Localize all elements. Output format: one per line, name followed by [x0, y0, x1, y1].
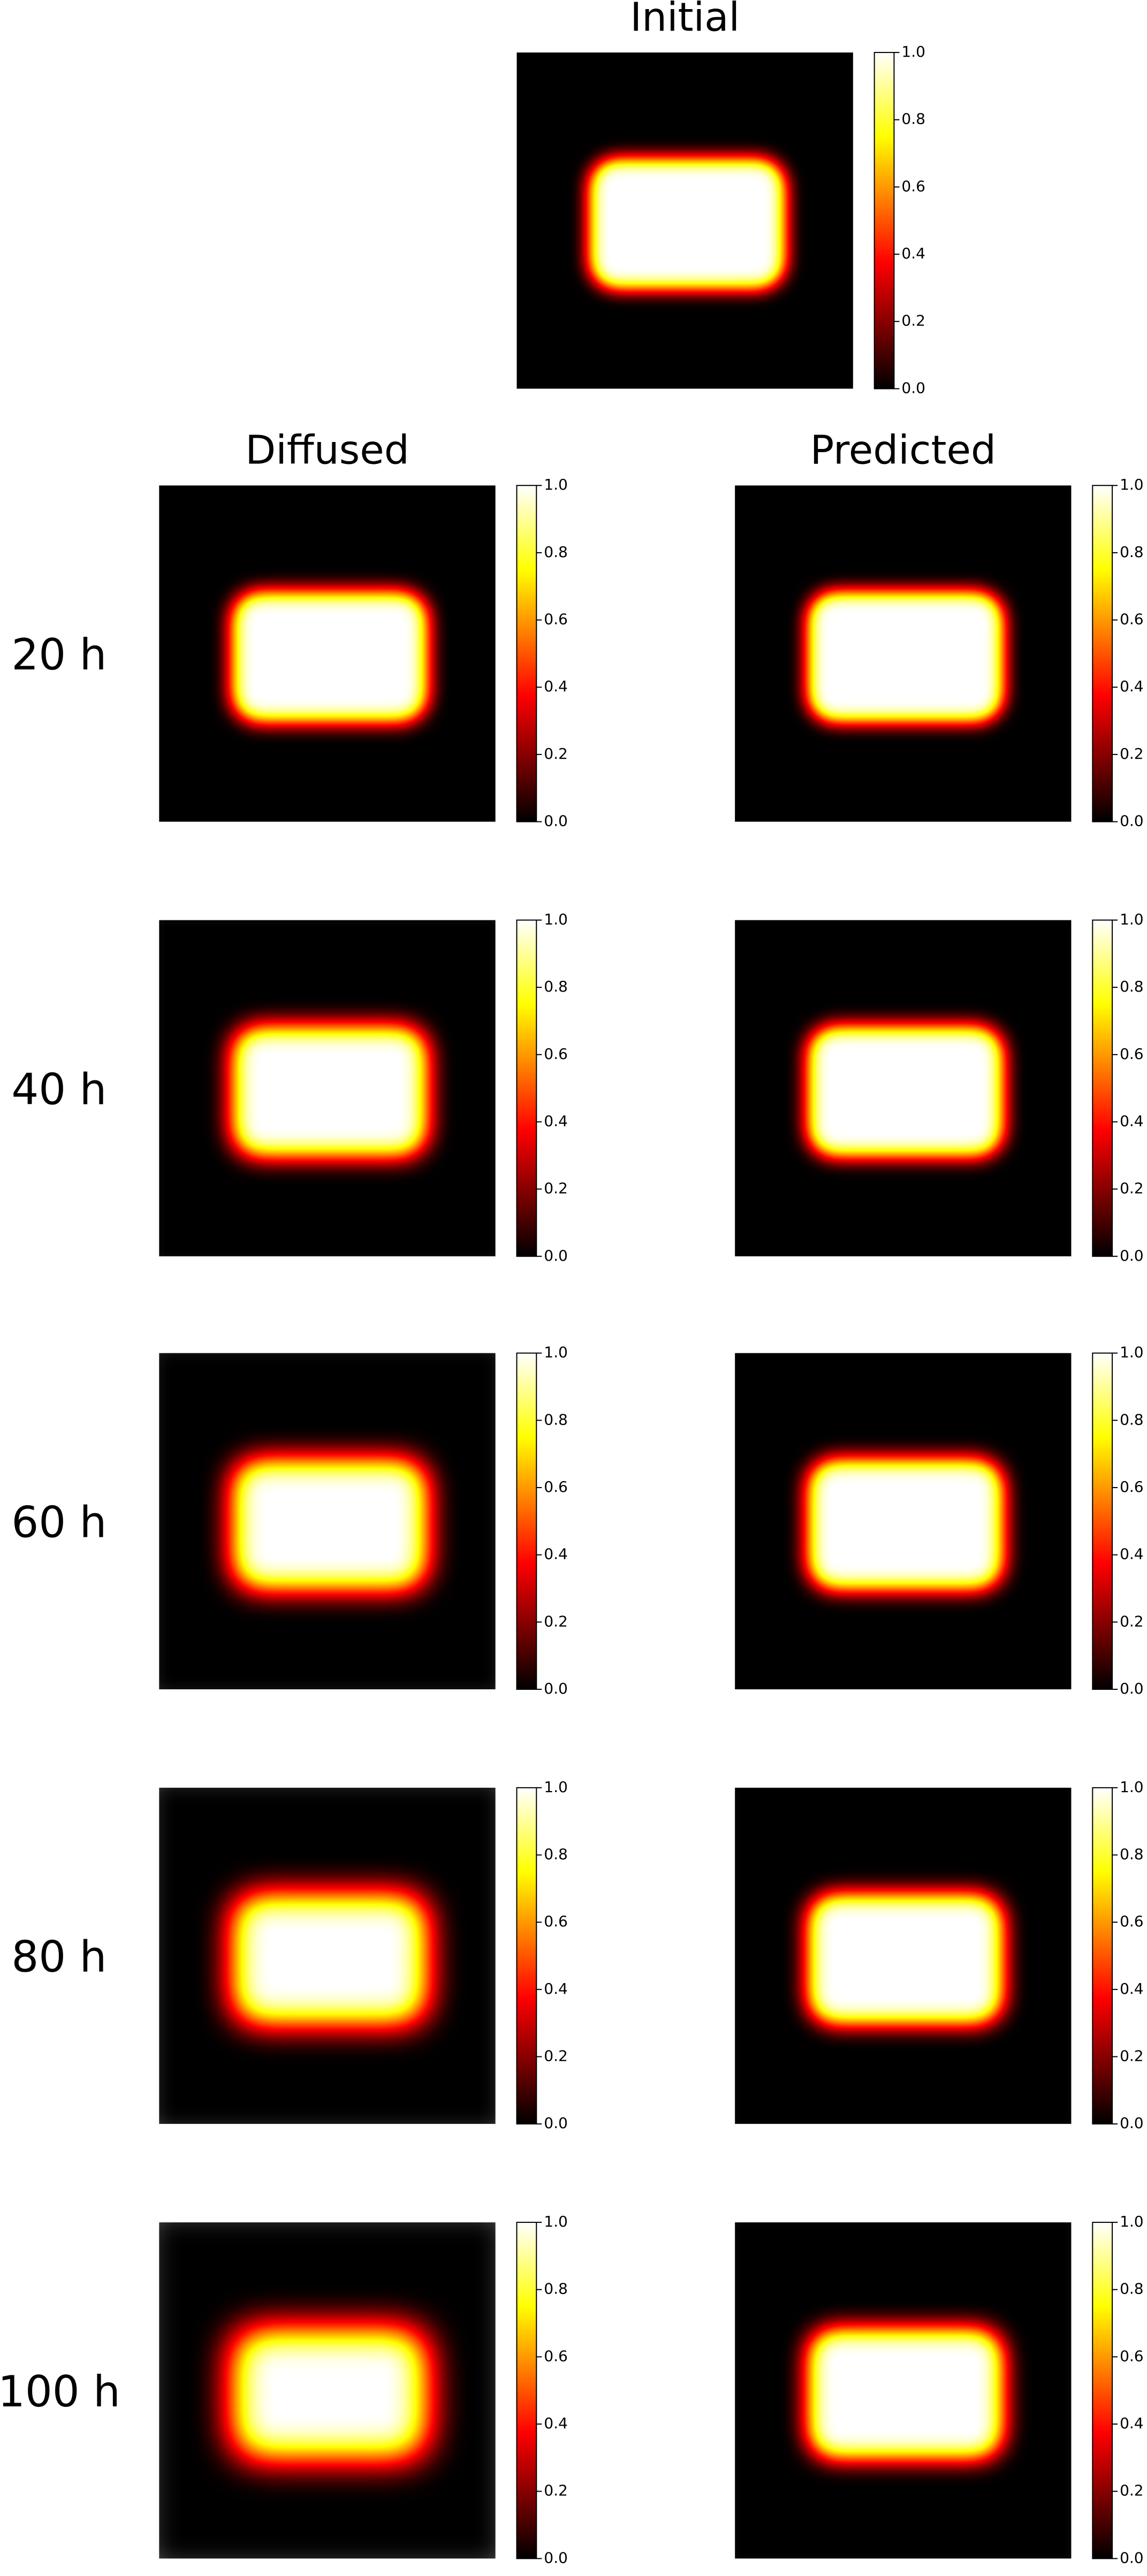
- colorbar: [1092, 1787, 1113, 2125]
- colorbar-tick-label: 0.0: [1120, 1247, 1144, 1264]
- colorbar-tick-label: 0.4: [1120, 1112, 1144, 1130]
- colorbar: [1092, 2222, 1113, 2559]
- colorbar-tick-label: 0.4: [544, 1980, 568, 1998]
- colorbar-tick-label: 0.6: [1120, 1045, 1144, 1063]
- colorbar: [1092, 485, 1113, 822]
- colorbar-tick-label: 0.6: [1120, 1912, 1144, 1930]
- heatmap: [159, 2222, 496, 2559]
- colorbar-tick-label: 0.6: [1120, 2347, 1144, 2365]
- colorbar-tick-label: 1.0: [544, 1778, 568, 1796]
- heatmap: [159, 485, 496, 822]
- colorbar-tick-label: 0.8: [1120, 978, 1144, 995]
- colorbar-tick-label: 1.0: [1120, 910, 1144, 928]
- panel-title: Predicted: [810, 427, 996, 473]
- heatmap: [735, 1353, 1072, 1689]
- colorbar-tick-label: 0.8: [544, 2280, 568, 2298]
- heatmap: [159, 1353, 496, 1689]
- colorbar-tick-label: 1.0: [1120, 1778, 1144, 1796]
- colorbar-tick-label: 0.0: [544, 1680, 568, 1697]
- colorbar-tick-label: 0.2: [901, 312, 925, 330]
- row-label: 20 h: [11, 630, 107, 680]
- panel-title: Initial: [630, 0, 740, 40]
- colorbar-tick-label: 0.4: [1120, 1980, 1144, 1998]
- colorbar: [516, 919, 537, 1257]
- colorbar-tick-label: 0.8: [544, 543, 568, 561]
- colorbar-tick-label: 0.2: [544, 2482, 568, 2499]
- colorbar: [516, 485, 537, 822]
- colorbar-tick-label: 0.4: [901, 245, 925, 262]
- colorbar-tick-label: 0.2: [544, 1612, 568, 1630]
- colorbar-tick-label: 0.8: [901, 110, 925, 128]
- heatmap: [516, 52, 853, 389]
- colorbar-tick-label: 0.0: [544, 812, 568, 830]
- heatmap: [735, 1787, 1072, 2124]
- row-label: 60 h: [11, 1497, 107, 1547]
- colorbar-tick-label: 0.6: [1120, 611, 1144, 628]
- colorbar: [873, 52, 895, 390]
- row-label: 100 h: [0, 2367, 120, 2417]
- colorbar-tick-label: 1.0: [544, 2213, 568, 2230]
- colorbar-tick-label: 0.6: [544, 1045, 568, 1063]
- row-label: 40 h: [11, 1064, 107, 1114]
- colorbar-tick-label: 0.6: [544, 1912, 568, 1930]
- heatmap: [159, 920, 496, 1256]
- colorbar-tick-label: 0.4: [544, 677, 568, 695]
- colorbar-tick-label: 0.8: [1120, 1846, 1144, 1863]
- colorbar: [1092, 1352, 1113, 1690]
- colorbar-tick-label: 0.0: [544, 1247, 568, 1264]
- colorbar-tick-label: 0.0: [1120, 2549, 1144, 2566]
- row-label: 80 h: [11, 1932, 107, 1982]
- colorbar-tick-label: 0.8: [1120, 1411, 1144, 1428]
- colorbar-tick-label: 0.0: [1120, 812, 1144, 830]
- colorbar-tick-label: 1.0: [1120, 2213, 1144, 2230]
- colorbar-tick-label: 0.2: [544, 1179, 568, 1197]
- colorbar-tick-label: 0.8: [544, 1846, 568, 1863]
- colorbar-tick-label: 0.0: [544, 2549, 568, 2566]
- colorbar-tick-label: 0.4: [1120, 1545, 1144, 1563]
- colorbar-tick-label: 0.0: [901, 379, 925, 397]
- heatmap: [735, 2222, 1072, 2559]
- colorbar-tick-label: 0.4: [544, 2414, 568, 2432]
- colorbar-tick-label: 0.6: [544, 1478, 568, 1496]
- heatmap: [159, 1787, 496, 2124]
- colorbar-tick-label: 0.2: [544, 2047, 568, 2065]
- colorbar-tick-label: 0.8: [1120, 543, 1144, 561]
- colorbar-tick-label: 0.2: [1120, 745, 1144, 763]
- colorbar-tick-label: 0.4: [544, 1112, 568, 1130]
- colorbar-tick-label: 0.6: [544, 611, 568, 628]
- panel-title: Diffused: [245, 427, 409, 473]
- colorbar: [516, 1787, 537, 2125]
- colorbar-tick-label: 1.0: [544, 476, 568, 493]
- colorbar-tick-label: 0.0: [544, 2114, 568, 2132]
- colorbar: [1092, 919, 1113, 1257]
- colorbar-tick-label: 0.6: [544, 2347, 568, 2365]
- colorbar-tick-label: 0.4: [1120, 677, 1144, 695]
- colorbar-tick-label: 0.2: [1120, 1179, 1144, 1197]
- colorbar-tick-label: 0.4: [544, 1545, 568, 1563]
- colorbar-tick-label: 0.2: [1120, 1612, 1144, 1630]
- colorbar-tick-label: 1.0: [901, 43, 925, 60]
- colorbar-tick-label: 1.0: [1120, 476, 1144, 493]
- colorbar-tick-label: 0.2: [1120, 2482, 1144, 2499]
- colorbar-tick-label: 0.8: [544, 978, 568, 995]
- colorbar-tick-label: 0.8: [1120, 2280, 1144, 2298]
- colorbar-tick-label: 0.2: [1120, 2047, 1144, 2065]
- heatmap: [735, 485, 1072, 822]
- colorbar-tick-label: 0.0: [1120, 2114, 1144, 2132]
- colorbar-tick-label: 0.6: [901, 177, 925, 195]
- colorbar-tick-label: 0.6: [1120, 1478, 1144, 1496]
- colorbar: [516, 2222, 537, 2559]
- colorbar-tick-label: 0.4: [1120, 2414, 1144, 2432]
- colorbar-tick-label: 1.0: [544, 910, 568, 928]
- heatmap: [735, 920, 1072, 1256]
- colorbar-tick-label: 0.0: [1120, 1680, 1144, 1697]
- colorbar-tick-label: 1.0: [1120, 1344, 1144, 1361]
- colorbar-tick-label: 0.2: [544, 745, 568, 763]
- colorbar-tick-label: 0.8: [544, 1411, 568, 1428]
- colorbar-tick-label: 1.0: [544, 1344, 568, 1361]
- colorbar: [516, 1352, 537, 1690]
